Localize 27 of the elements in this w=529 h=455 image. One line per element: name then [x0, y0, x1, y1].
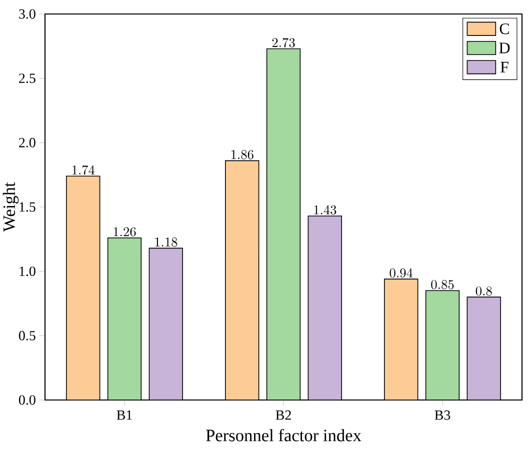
data-label: 0.8: [476, 286, 492, 296]
data-label: 2.73: [272, 38, 295, 48]
bar: [225, 160, 260, 400]
bar: [66, 176, 100, 400]
y-tick-label: 3.0: [19, 9, 36, 19]
data-label: 1 .26: [114, 227, 136, 236]
x-tick-label: B1: [116, 410, 132, 420]
legend-label: D: [499, 42, 510, 54]
y-tick-label: 1.5: [20, 202, 36, 212]
y-tick-label: 2.5: [19, 74, 36, 84]
legend-label: F: [500, 62, 508, 72]
y-tick-label: 2.0: [19, 138, 36, 148]
y-tick-label: 0.0: [18, 395, 36, 405]
data-label: 1 .43: [314, 205, 336, 215]
y-tick-label: 0.5: [18, 330, 36, 340]
data-label: 1 . 18: [155, 238, 178, 247]
y-axis-title: Weight: [2, 182, 19, 232]
x-axis-title: Personnel factor index: [206, 428, 362, 442]
data-label: 0.94: [390, 268, 413, 278]
legend-label: C: [500, 23, 509, 34]
data-label: 1 .86: [231, 150, 254, 160]
bar: [384, 278, 418, 400]
data-label: 0.85: [431, 280, 454, 290]
x-tick-label: B2: [276, 410, 291, 420]
data-label: 1 .74: [72, 165, 95, 175]
x-tick-label: B3: [434, 410, 450, 420]
y-tick-label: 1.0: [20, 266, 36, 276]
